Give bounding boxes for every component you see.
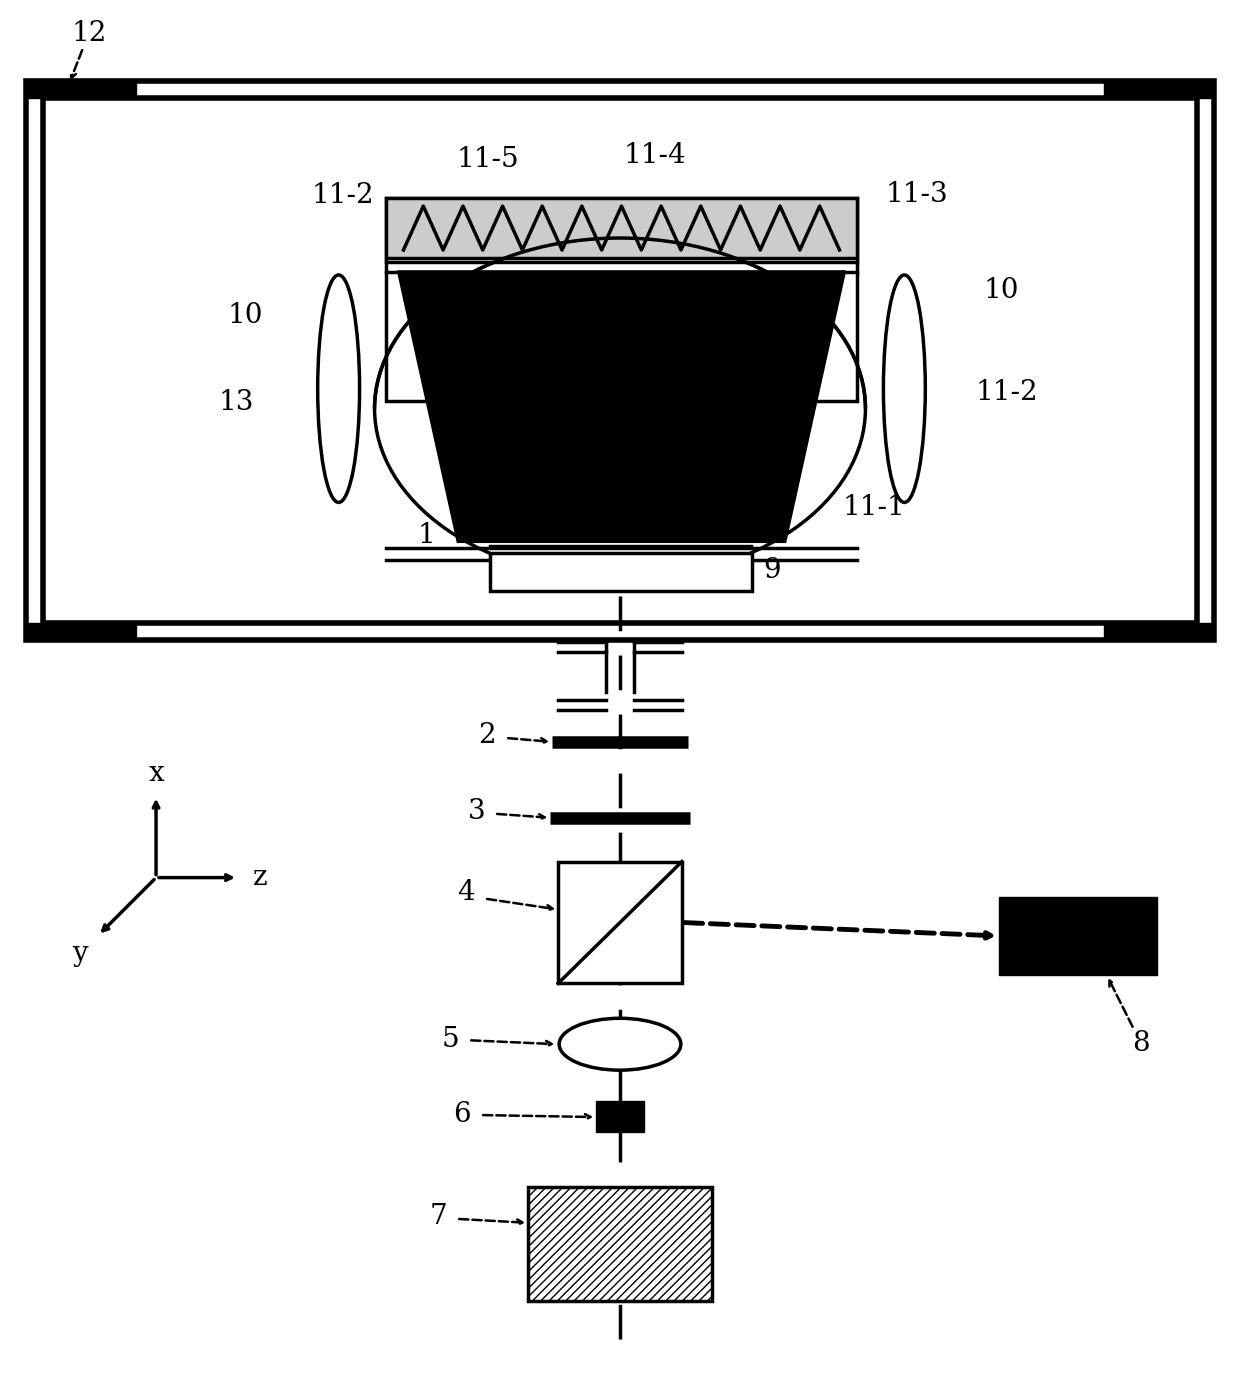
Polygon shape	[26, 623, 136, 640]
Text: 11-2: 11-2	[976, 379, 1038, 406]
Text: 7: 7	[429, 1203, 448, 1231]
Text: 1: 1	[418, 521, 435, 549]
Text: x: x	[148, 760, 164, 788]
Polygon shape	[398, 270, 846, 542]
Text: 12: 12	[72, 20, 107, 47]
Polygon shape	[1104, 623, 1214, 640]
Text: 2: 2	[479, 722, 496, 750]
Text: 3: 3	[467, 799, 485, 825]
Text: 8: 8	[1132, 1030, 1149, 1057]
Text: 5: 5	[441, 1026, 459, 1052]
Text: 11-2: 11-2	[311, 181, 374, 209]
Text: z: z	[253, 864, 267, 891]
Polygon shape	[43, 99, 1197, 623]
Polygon shape	[558, 861, 682, 983]
Polygon shape	[999, 896, 1157, 976]
Polygon shape	[490, 553, 751, 591]
Ellipse shape	[559, 1018, 681, 1071]
Polygon shape	[26, 81, 136, 99]
Text: 9: 9	[763, 556, 780, 584]
Text: 11-1: 11-1	[843, 493, 905, 521]
Polygon shape	[528, 1186, 712, 1301]
Text: 4: 4	[458, 880, 475, 906]
Polygon shape	[596, 1101, 644, 1132]
Text: 11-4: 11-4	[624, 142, 686, 169]
Text: 6: 6	[454, 1101, 471, 1128]
Text: 13: 13	[218, 389, 253, 417]
Text: 10: 10	[983, 277, 1019, 304]
Text: 11-5: 11-5	[458, 146, 520, 173]
Polygon shape	[386, 198, 858, 258]
Text: 10: 10	[227, 302, 263, 329]
Text: y: y	[72, 940, 88, 967]
Text: 11-3: 11-3	[887, 181, 949, 208]
Polygon shape	[1104, 81, 1214, 99]
